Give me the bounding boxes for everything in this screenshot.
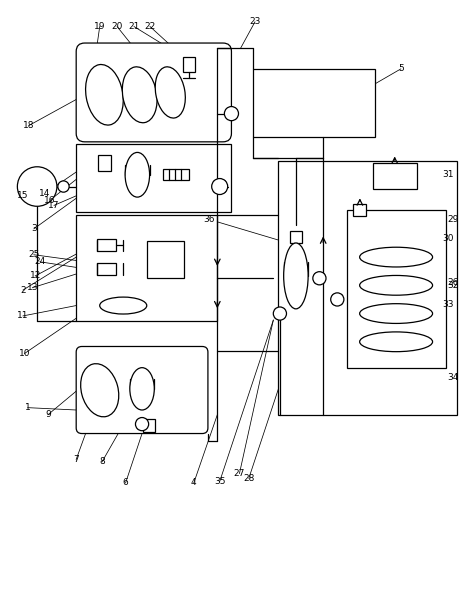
Ellipse shape xyxy=(359,275,432,295)
Text: 36: 36 xyxy=(203,215,215,224)
Ellipse shape xyxy=(129,368,154,410)
Bar xyxy=(97,263,116,275)
Text: 23: 23 xyxy=(249,17,260,26)
Circle shape xyxy=(58,181,69,192)
Text: 19: 19 xyxy=(94,22,105,31)
Bar xyxy=(147,241,184,278)
Ellipse shape xyxy=(359,332,432,352)
Ellipse shape xyxy=(359,247,432,267)
Text: 13: 13 xyxy=(27,283,38,292)
Text: 27: 27 xyxy=(233,469,245,478)
Bar xyxy=(76,144,231,213)
Bar xyxy=(97,239,116,251)
Text: 2: 2 xyxy=(20,286,26,294)
Ellipse shape xyxy=(85,64,123,125)
Text: 1: 1 xyxy=(25,403,30,412)
Text: 14: 14 xyxy=(39,189,50,198)
Bar xyxy=(372,163,416,189)
Text: 21: 21 xyxy=(128,22,139,31)
Text: 16: 16 xyxy=(43,196,55,205)
Text: 35: 35 xyxy=(213,477,225,486)
Circle shape xyxy=(330,293,343,306)
Bar xyxy=(163,169,188,180)
Text: 11: 11 xyxy=(17,311,29,321)
Bar xyxy=(346,210,445,368)
FancyBboxPatch shape xyxy=(76,346,208,433)
Circle shape xyxy=(135,417,149,431)
FancyBboxPatch shape xyxy=(76,43,231,142)
Text: 20: 20 xyxy=(111,22,122,31)
Circle shape xyxy=(312,272,325,285)
Ellipse shape xyxy=(99,297,147,314)
Text: 10: 10 xyxy=(19,349,30,358)
Bar xyxy=(289,230,301,243)
Circle shape xyxy=(17,167,57,207)
Text: 7: 7 xyxy=(73,455,79,464)
Text: 25: 25 xyxy=(28,250,40,259)
Ellipse shape xyxy=(122,67,157,123)
Bar xyxy=(353,204,366,216)
Text: 29: 29 xyxy=(446,215,457,224)
Text: 4: 4 xyxy=(190,478,196,487)
Circle shape xyxy=(211,178,227,194)
Text: 5: 5 xyxy=(397,64,403,74)
Text: 24: 24 xyxy=(34,257,46,266)
Text: 6: 6 xyxy=(122,478,128,487)
Circle shape xyxy=(224,107,238,121)
Ellipse shape xyxy=(125,153,149,197)
Text: 12: 12 xyxy=(30,272,41,280)
Bar xyxy=(143,419,155,432)
Text: 3: 3 xyxy=(31,224,37,234)
Bar xyxy=(183,56,195,72)
Ellipse shape xyxy=(359,303,432,324)
Text: 26: 26 xyxy=(446,278,457,287)
Bar xyxy=(76,215,217,321)
Text: 22: 22 xyxy=(144,22,155,31)
Text: 30: 30 xyxy=(441,234,453,243)
Text: 17: 17 xyxy=(48,201,60,210)
Ellipse shape xyxy=(155,67,185,118)
Text: 31: 31 xyxy=(441,170,453,179)
Text: 9: 9 xyxy=(45,410,51,419)
Text: 33: 33 xyxy=(441,300,453,309)
Text: 28: 28 xyxy=(243,474,254,482)
Text: 18: 18 xyxy=(23,121,35,130)
Bar xyxy=(278,161,456,415)
Ellipse shape xyxy=(283,243,307,309)
Text: 15: 15 xyxy=(17,191,29,200)
Text: 32: 32 xyxy=(446,281,457,290)
Text: 8: 8 xyxy=(99,457,105,466)
Bar xyxy=(98,154,111,172)
Ellipse shape xyxy=(80,364,119,417)
Text: 34: 34 xyxy=(446,373,457,381)
Bar xyxy=(252,69,374,137)
Circle shape xyxy=(273,307,286,320)
